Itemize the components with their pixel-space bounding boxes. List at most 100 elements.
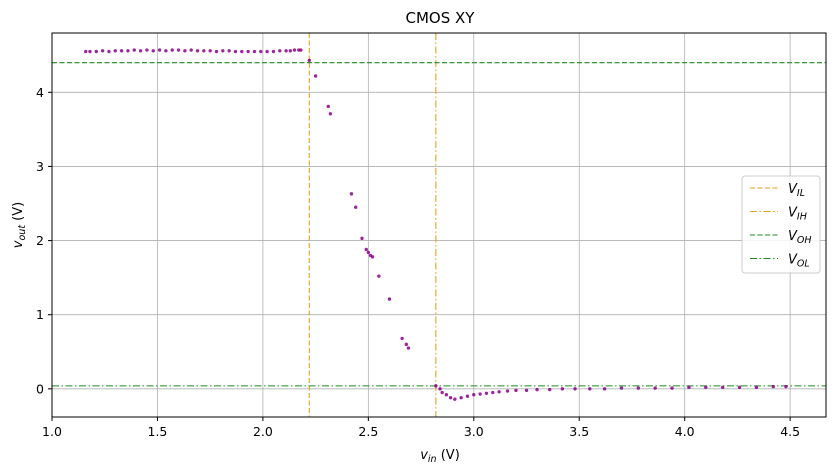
- data-point: [704, 385, 708, 390]
- data-point: [88, 49, 92, 54]
- data-point: [195, 49, 200, 53]
- data-point: [84, 49, 88, 54]
- legend-label-main: V: [788, 253, 798, 268]
- data-point: [524, 388, 529, 393]
- legend-label-sub: IL: [797, 188, 805, 199]
- chart-title: CMOS XY: [406, 9, 476, 27]
- x-tick-label: 1.0: [42, 424, 62, 439]
- data-point: [548, 387, 552, 392]
- y-tick-label: 4: [36, 85, 44, 100]
- data-point: [497, 390, 501, 394]
- data-point: [448, 396, 453, 400]
- data-point: [514, 388, 518, 393]
- legend-label-sub: IH: [797, 212, 807, 223]
- legend-box: [741, 175, 821, 274]
- data-point: [119, 49, 124, 53]
- data-point: [221, 49, 225, 53]
- legend-label: VOL: [788, 253, 810, 270]
- y-axis-title: vout (V): [11, 202, 28, 248]
- data-point: [465, 394, 470, 398]
- data-point: [189, 48, 193, 52]
- x-tick-label: 4.0: [675, 424, 695, 439]
- data-point: [737, 385, 742, 390]
- data-point: [170, 48, 174, 52]
- data-point: [259, 49, 263, 54]
- x-tick-label: 3.5: [569, 424, 589, 439]
- data-point: [284, 49, 288, 53]
- y-axis-title-sub: out: [17, 224, 28, 241]
- x-axis-title-unit: (V): [437, 448, 460, 463]
- data-point: [573, 387, 577, 391]
- data-point: [720, 385, 725, 390]
- data-point: [400, 336, 404, 341]
- data-points: [84, 48, 788, 401]
- data-point: [349, 192, 354, 196]
- y-tick-label: 0: [36, 381, 44, 396]
- data-point: [227, 49, 231, 53]
- data-point: [472, 393, 476, 397]
- data-point: [151, 49, 155, 53]
- data-point: [370, 255, 375, 259]
- y-axis-title-unit: (V): [11, 202, 26, 225]
- legend-label: VIH: [788, 206, 807, 223]
- data-point: [240, 49, 244, 54]
- plot-frame: [51, 32, 827, 418]
- legend-label-main: V: [788, 229, 798, 244]
- data-point: [214, 49, 219, 54]
- data-point: [453, 397, 457, 401]
- data-point: [313, 74, 318, 78]
- data-point: [602, 387, 607, 391]
- legend-label-main: V: [788, 182, 798, 197]
- data-point: [619, 386, 624, 390]
- data-point: [364, 247, 368, 252]
- data-point: [100, 49, 105, 53]
- data-point: [326, 104, 330, 109]
- data-point: [491, 390, 495, 395]
- data-point: [653, 386, 657, 390]
- data-point: [233, 49, 238, 54]
- data-point: [299, 48, 303, 52]
- y-axis-ticks: 0 1 2 3 4: [36, 85, 52, 396]
- data-point: [687, 385, 691, 390]
- data-point: [636, 386, 640, 390]
- legend-label-sub: OH: [797, 235, 812, 246]
- data-point: [434, 384, 438, 388]
- data-point: [670, 386, 674, 390]
- data-point: [132, 48, 136, 52]
- data-point: [94, 49, 98, 54]
- data-point: [353, 205, 358, 209]
- x-tick-label: 4.5: [780, 424, 800, 439]
- data-point: [440, 390, 444, 395]
- data-point: [505, 389, 510, 393]
- data-point: [292, 48, 297, 52]
- data-point: [406, 346, 411, 350]
- data-point: [784, 384, 788, 389]
- data-point: [126, 49, 130, 53]
- data-point: [107, 49, 111, 54]
- x-axis-title-main: v: [420, 448, 428, 463]
- x-tick-label: 3.0: [464, 424, 484, 439]
- reference-lines: [52, 33, 826, 417]
- x-axis-ticks: 1.0 1.5 2.0 2.5 3.0 3.5 4.0 4.5: [42, 417, 800, 439]
- data-point: [176, 48, 181, 52]
- x-tick-label: 2.5: [358, 424, 378, 439]
- legend-label: VIL: [788, 182, 805, 199]
- data-point: [328, 112, 333, 116]
- legend-label-sub: OL: [797, 259, 810, 270]
- legend-label: VOH: [788, 229, 812, 246]
- data-point: [138, 49, 143, 53]
- data-point: [157, 48, 162, 52]
- data-point: [183, 49, 187, 53]
- data-point: [438, 387, 442, 391]
- data-point: [288, 49, 293, 53]
- data-point: [145, 48, 149, 52]
- data-point: [535, 387, 539, 392]
- data-point: [459, 396, 463, 400]
- legend-label-main: V: [788, 206, 798, 221]
- y-tick-label: 1: [36, 307, 44, 322]
- data-point: [271, 49, 276, 54]
